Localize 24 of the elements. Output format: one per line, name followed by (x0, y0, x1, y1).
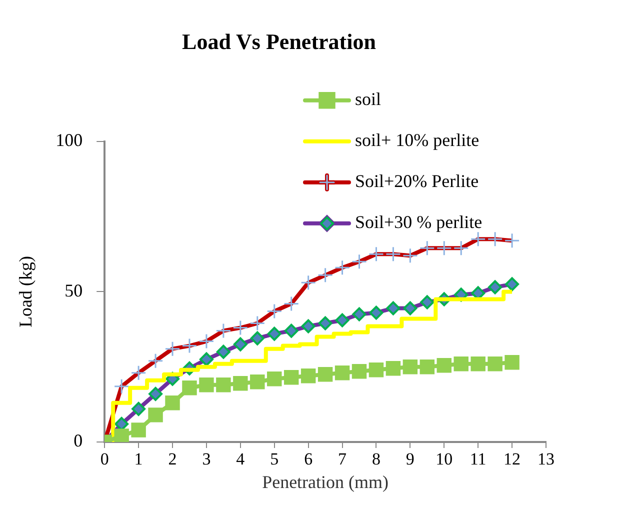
y-tick-label: 0 (74, 430, 83, 451)
x-tick-label: 10 (436, 450, 453, 469)
legend-label: Soil+20% Perlite (355, 171, 479, 192)
x-tick-label: 7 (338, 450, 348, 469)
x-tick-label: 5 (270, 450, 279, 469)
x-tick-label: 4 (236, 450, 246, 469)
y-tick-label: 100 (56, 130, 83, 150)
x-axis-title: Penetration (mm) (262, 472, 389, 492)
x-tick-label: 12 (504, 450, 521, 469)
x-tick-label: 1 (134, 450, 143, 469)
legend-label: soil+ 10% perlite (355, 130, 480, 150)
chart-title: Load Vs Penetration (182, 28, 376, 54)
x-tick-label: 2 (168, 450, 177, 469)
x-tick-label: 3 (202, 450, 211, 469)
x-tick-label: 9 (406, 450, 414, 469)
x-tick-label: 0 (100, 450, 109, 469)
y-tick-label: 50 (64, 280, 83, 300)
x-tick-label: 6 (304, 450, 313, 469)
legend-label: soil (355, 89, 382, 110)
y-axis-title: Load (kg) (16, 256, 36, 328)
legend-label: Soil+30 % perlite (355, 212, 482, 232)
x-tick-label: 13 (538, 450, 554, 469)
x-tick-label: 8 (372, 450, 380, 469)
x-tick-label: 11 (470, 450, 486, 469)
